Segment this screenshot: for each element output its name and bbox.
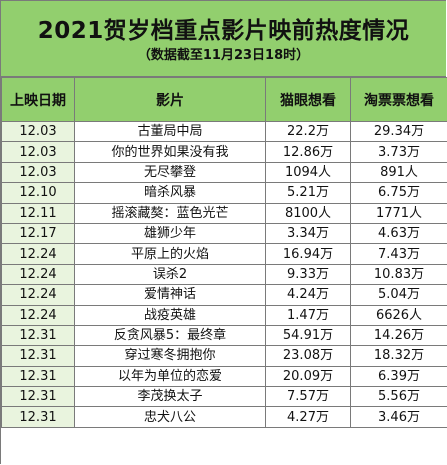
cell-maoyan-want: 12.86万 <box>265 141 351 163</box>
cell-release-date: 12.31 <box>1 386 75 408</box>
header-row: 上映日期 影片 猫眼想看 淘票票想看 <box>1 77 447 122</box>
table-row: 12.11 摇滚藏獒：蓝色光芒 8100人 1771人 <box>1 202 447 224</box>
table-row: 12.31 反贪风暴5：最终章 54.91万 14.26万 <box>1 324 447 347</box>
cell-maoyan-want: 7.57万 <box>265 386 351 408</box>
cell-film-title: 反贪风暴5：最终章 <box>74 324 266 347</box>
column-header-taopiaopiao-want: 淘票票想看 <box>350 77 447 122</box>
cell-film-title: 爱情神话 <box>74 284 266 306</box>
table-subtitle: （数据截至11月23日18时） <box>137 48 310 63</box>
table-row: 12.03 古董局中局 22.2万 29.34万 <box>1 120 447 143</box>
cell-maoyan-want: 54.91万 <box>265 324 351 347</box>
cell-taopiaopiao-want: 10.83万 <box>350 263 447 286</box>
cell-maoyan-want: 1.47万 <box>265 304 351 326</box>
cell-release-date: 12.03 <box>1 141 75 163</box>
cell-taopiaopiao-want: 6626人 <box>350 304 447 326</box>
cell-maoyan-want: 4.27万 <box>265 406 351 428</box>
cell-film-title: 忠犬八公 <box>74 406 266 428</box>
cell-maoyan-want: 23.08万 <box>265 345 351 367</box>
title-block: 2021贺岁档重点影片映前热度情况 （数据截至11月23日18时） <box>1 1 446 77</box>
table-row: 12.10 暗杀风暴 5.21万 6.75万 <box>1 182 447 204</box>
cell-release-date: 12.31 <box>1 345 75 367</box>
cell-release-date: 12.24 <box>1 263 75 286</box>
cell-release-date: 12.11 <box>1 202 75 224</box>
cell-release-date: 12.24 <box>1 243 75 265</box>
cell-taopiaopiao-want: 14.26万 <box>350 324 447 347</box>
cell-taopiaopiao-want: 5.04万 <box>350 284 447 306</box>
table-title: 2021贺岁档重点影片映前热度情况 <box>37 18 410 44</box>
cell-release-date: 12.17 <box>1 222 75 245</box>
cell-film-title: 你的世界如果没有我 <box>74 141 266 163</box>
table-row: 12.31 以年为单位的恋爱 20.09万 6.39万 <box>1 365 447 388</box>
cell-maoyan-want: 16.94万 <box>265 243 351 265</box>
cell-release-date: 12.24 <box>1 304 75 326</box>
column-header-maoyan-want: 猫眼想看 <box>265 77 351 122</box>
cell-release-date: 12.03 <box>1 120 75 143</box>
cell-maoyan-want: 9.33万 <box>265 263 351 286</box>
cell-maoyan-want: 4.24万 <box>265 284 351 306</box>
table-row: 12.31 穿过寒冬拥抱你 23.08万 18.32万 <box>1 345 447 367</box>
cell-release-date: 12.31 <box>1 365 75 388</box>
cell-taopiaopiao-want: 6.75万 <box>350 182 447 204</box>
data-table: 上映日期 影片 猫眼想看 淘票票想看 12.03 古董局中局 22.2万 29.34万… <box>1 77 447 428</box>
column-header-film: 影片 <box>74 77 266 122</box>
table-row: 12.24 平原上的火焰 16.94万 7.43万 <box>1 243 447 265</box>
cell-film-title: 李茂换太子 <box>74 386 266 408</box>
cell-release-date: 12.31 <box>1 324 75 347</box>
column-header-release-date: 上映日期 <box>1 77 75 122</box>
cell-film-title: 穿过寒冬拥抱你 <box>74 345 266 367</box>
cell-maoyan-want: 20.09万 <box>265 365 351 388</box>
table-row: 12.31 忠犬八公 4.27万 3.46万 <box>1 406 447 428</box>
table-row: 12.24 爱情神话 4.24万 5.04万 <box>1 284 447 306</box>
cell-taopiaopiao-want: 4.63万 <box>350 222 447 245</box>
cell-film-title: 暗杀风暴 <box>74 182 266 204</box>
cell-maoyan-want: 1094人 <box>265 161 351 184</box>
cell-film-title: 误杀2 <box>74 263 266 286</box>
cell-taopiaopiao-want: 3.46万 <box>350 406 447 428</box>
cell-release-date: 12.31 <box>1 406 75 428</box>
table-body: 12.03 古董局中局 22.2万 29.34万 12.03 你的世界如果没有我 12.86… <box>1 120 447 428</box>
table-row: 12.31 李茂换太子 7.57万 5.56万 <box>1 386 447 408</box>
cell-taopiaopiao-want: 18.32万 <box>350 345 447 367</box>
cell-taopiaopiao-want: 1771人 <box>350 202 447 224</box>
cell-release-date: 12.24 <box>1 284 75 306</box>
table-row: 12.03 你的世界如果没有我 12.86万 3.73万 <box>1 141 447 163</box>
cell-maoyan-want: 3.34万 <box>265 222 351 245</box>
cell-taopiaopiao-want: 29.34万 <box>350 120 447 143</box>
cell-film-title: 雄狮少年 <box>74 222 266 245</box>
table-row: 12.17 雄狮少年 3.34万 4.63万 <box>1 222 447 245</box>
cell-maoyan-want: 8100人 <box>265 202 351 224</box>
cell-film-title: 摇滚藏獒：蓝色光芒 <box>74 202 266 224</box>
cell-release-date: 12.10 <box>1 182 75 204</box>
cell-release-date: 12.03 <box>1 161 75 184</box>
cell-film-title: 无尽攀登 <box>74 161 266 184</box>
cell-film-title: 平原上的火焰 <box>74 243 266 265</box>
cell-taopiaopiao-want: 6.39万 <box>350 365 447 388</box>
cell-film-title: 古董局中局 <box>74 120 266 143</box>
cell-film-title: 以年为单位的恋爱 <box>74 365 266 388</box>
cell-taopiaopiao-want: 5.56万 <box>350 386 447 408</box>
cell-taopiaopiao-want: 3.73万 <box>350 141 447 163</box>
cell-film-title: 战疫英雄 <box>74 304 266 326</box>
table-row: 12.03 无尽攀登 1094人 891人 <box>1 161 447 184</box>
cell-maoyan-want: 22.2万 <box>265 120 351 143</box>
cell-taopiaopiao-want: 891人 <box>350 161 447 184</box>
table-row: 12.24 误杀2 9.33万 10.83万 <box>1 263 447 286</box>
cell-maoyan-want: 5.21万 <box>265 182 351 204</box>
table-row: 12.24 战疫英雄 1.47万 6626人 <box>1 304 447 326</box>
cell-taopiaopiao-want: 7.43万 <box>350 243 447 265</box>
